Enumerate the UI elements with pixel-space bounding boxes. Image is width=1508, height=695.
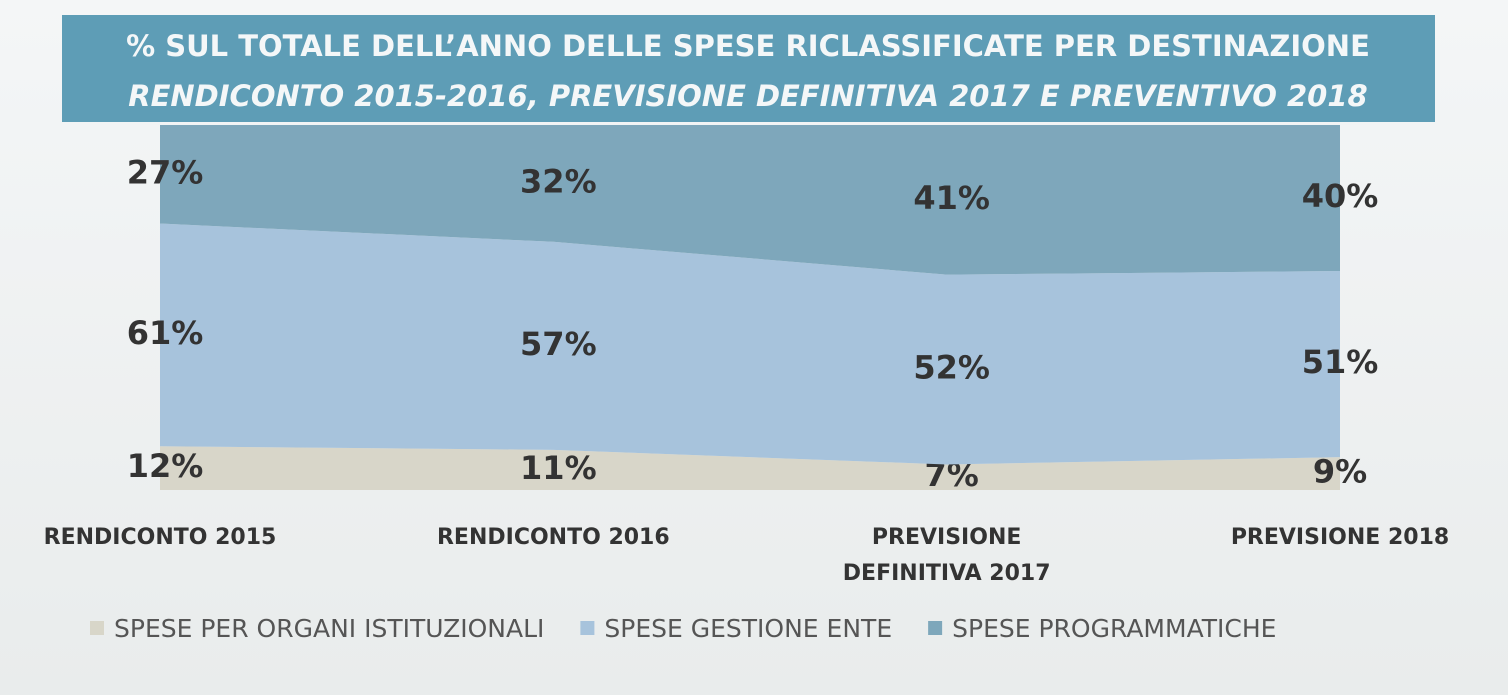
data-label: 32% [520, 162, 597, 200]
x-tick-label: PREVISIONE DEFINITIVA 2017 [842, 525, 1051, 586]
area [160, 446, 1340, 490]
legend-label: SPESE PROGRAMMATICHE [952, 614, 1276, 643]
chart-title: % SUL TOTALE DELL’ANNO DELLE SPESE RICLA… [126, 29, 1370, 63]
title-band [62, 15, 1435, 122]
data-label: 12% [127, 447, 204, 485]
data-label: 11% [520, 449, 597, 487]
chart-subtitle: RENDICONTO 2015-2016, PREVISIONE DEFINIT… [128, 79, 1367, 113]
legend-label: SPESE PER ORGANI ISTITUZIONALI [114, 614, 544, 643]
x-tick-label: RENDICONTO 2016 [436, 525, 670, 550]
data-label: 9% [1313, 453, 1367, 491]
data-label: 61% [127, 314, 204, 352]
data-label: 41% [913, 179, 990, 217]
legend-label: SPESE GESTIONE ENTE [604, 614, 892, 643]
data-label: 27% [127, 153, 204, 191]
x-tick-label: RENDICONTO 2015 [43, 525, 277, 550]
data-label: 51% [1302, 343, 1379, 381]
x-tick-label: PREVISIONE 2018 [1230, 525, 1450, 550]
data-label: 57% [520, 325, 597, 363]
legend-swatch [580, 621, 595, 635]
area [160, 223, 1340, 465]
area [160, 125, 1340, 275]
data-label: 52% [913, 349, 990, 387]
legend-swatch [928, 621, 943, 635]
data-label: 40% [1302, 177, 1379, 215]
legend-swatch [90, 621, 104, 635]
